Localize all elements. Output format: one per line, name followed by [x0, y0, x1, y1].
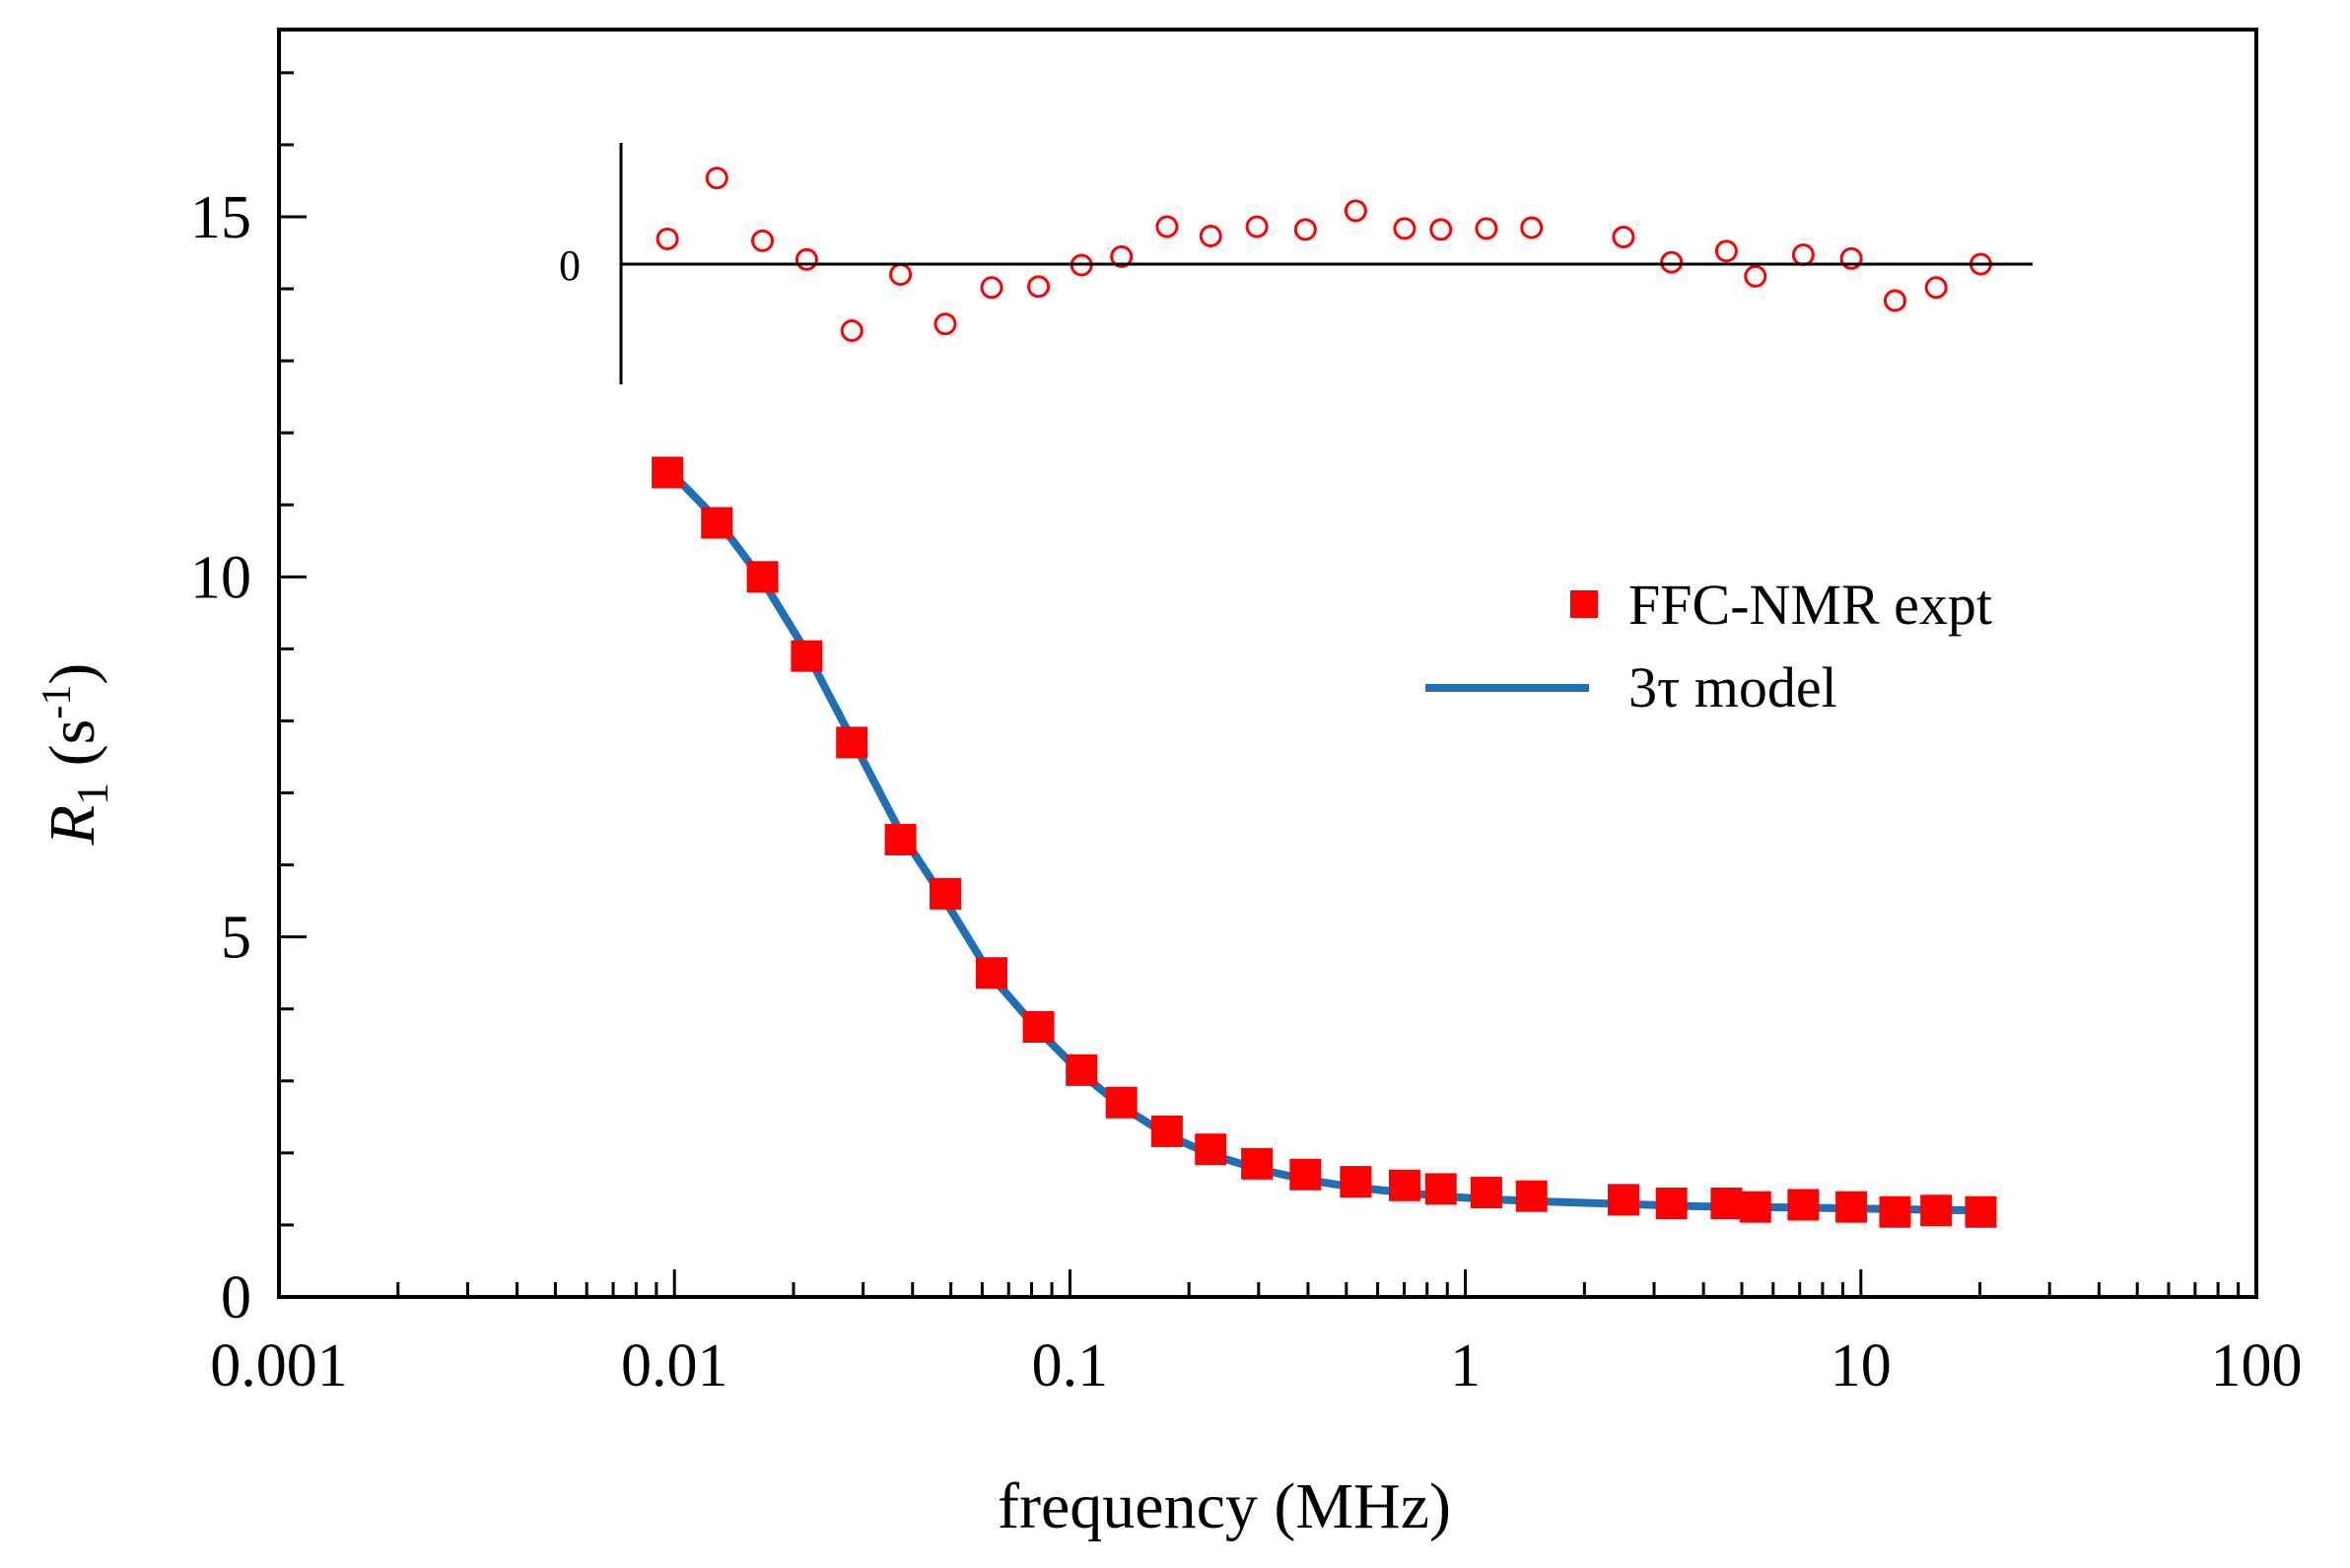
x-tick-label: 1 [1450, 1332, 1481, 1399]
expt-point [1105, 1086, 1138, 1119]
y-axis-units-open: (s [36, 719, 108, 783]
residual-point [1883, 289, 1906, 312]
residual-point [1245, 215, 1269, 239]
expt-point [884, 824, 917, 856]
expt-points-layer [652, 456, 1997, 1228]
y-axis-units-sup: -1 [35, 685, 80, 719]
y-tick-label: 0 [221, 1264, 251, 1331]
x-tick-label: 0.01 [621, 1332, 728, 1399]
y-axis-subscript: 1 [67, 783, 117, 805]
x-tick-label: 10 [1831, 1332, 1892, 1399]
plot-frame [277, 28, 2258, 1299]
expt-point [1066, 1054, 1098, 1086]
x-tick-labels: 0.001 0.01 0.1 1 10 100 [210, 1332, 2302, 1399]
residual-point [1429, 218, 1453, 241]
x-tick-label: 100 [2211, 1332, 2303, 1399]
residual-zero-label: 0 [559, 241, 581, 290]
y-tick-labels: 0 5 10 15 [190, 184, 251, 1331]
expt-point [836, 726, 868, 759]
x-axis-ticks [277, 1269, 2258, 1297]
expt-point [1965, 1195, 1997, 1228]
residual-point [1520, 216, 1544, 239]
residual-point [1344, 199, 1367, 223]
expt-point [1470, 1177, 1502, 1209]
residuals-layer [656, 167, 1992, 342]
y-tick-label: 10 [190, 544, 251, 611]
x-axis-title: frequency (MHz) [998, 1470, 1451, 1542]
expt-point [1920, 1194, 1953, 1227]
expt-point [1607, 1184, 1639, 1216]
legend-expt-label: FFC-NMR expt [1628, 573, 1992, 637]
residual-point [840, 318, 864, 342]
legend-model-label: 3τ model [1628, 655, 1837, 719]
expt-point [1515, 1180, 1548, 1212]
expt-point [1739, 1191, 1771, 1223]
residual-point [1155, 215, 1179, 239]
residual-point [1393, 217, 1417, 240]
residual-point [889, 262, 913, 286]
y-axis-units-close: ) [36, 663, 108, 685]
expt-point [1879, 1195, 1911, 1228]
residual-point [1199, 225, 1222, 247]
expt-point [701, 507, 733, 539]
residual-point [1110, 244, 1134, 268]
y-tick-label: 15 [190, 184, 251, 251]
residual-point [1293, 218, 1317, 241]
expt-point [1388, 1169, 1420, 1201]
plot-frame-group [277, 28, 2258, 1299]
expt-point [746, 561, 779, 593]
residual-point [1475, 217, 1498, 240]
expt-point [929, 877, 961, 910]
expt-point [1289, 1158, 1322, 1191]
x-tick-label: 0.1 [1032, 1332, 1109, 1399]
expt-point [1424, 1173, 1457, 1205]
expt-point [1195, 1133, 1227, 1166]
expt-point [1022, 1010, 1055, 1043]
y-axis-symbol: R [36, 805, 108, 846]
expt-point [1710, 1188, 1743, 1220]
residual-point [1612, 225, 1635, 248]
residual-point [795, 247, 818, 271]
residual-point [705, 167, 728, 190]
expt-point [1655, 1188, 1688, 1220]
expt-point [1241, 1147, 1274, 1180]
expt-point [1787, 1189, 1820, 1221]
expt-point [975, 957, 1007, 989]
residual-point [1924, 276, 1948, 300]
expt-point [791, 640, 823, 672]
expt-point [1340, 1166, 1372, 1198]
y-tick-label: 5 [221, 905, 251, 972]
x-tick-label: 0.001 [210, 1332, 348, 1399]
residual-point [980, 276, 1003, 300]
legend-expt-marker [1570, 590, 1598, 618]
y-axis-title: R1 (s-1) [35, 663, 117, 846]
y-axis-ticks [279, 71, 307, 1299]
expt-point [1150, 1115, 1183, 1147]
residual-point [1791, 243, 1815, 266]
residual-point [656, 227, 679, 250]
expt-point [652, 456, 684, 489]
residual-axes: 0 [559, 143, 2033, 384]
residual-point [751, 229, 775, 252]
residual-point [1027, 275, 1051, 299]
residual-point [1744, 264, 1767, 288]
residual-point [1714, 239, 1738, 263]
residual-point [1660, 250, 1684, 274]
residual-point [933, 312, 957, 336]
residual-point [1839, 246, 1863, 270]
legend: FFC-NMR expt 3τ model [1425, 573, 1992, 719]
expt-point [1835, 1191, 1868, 1223]
